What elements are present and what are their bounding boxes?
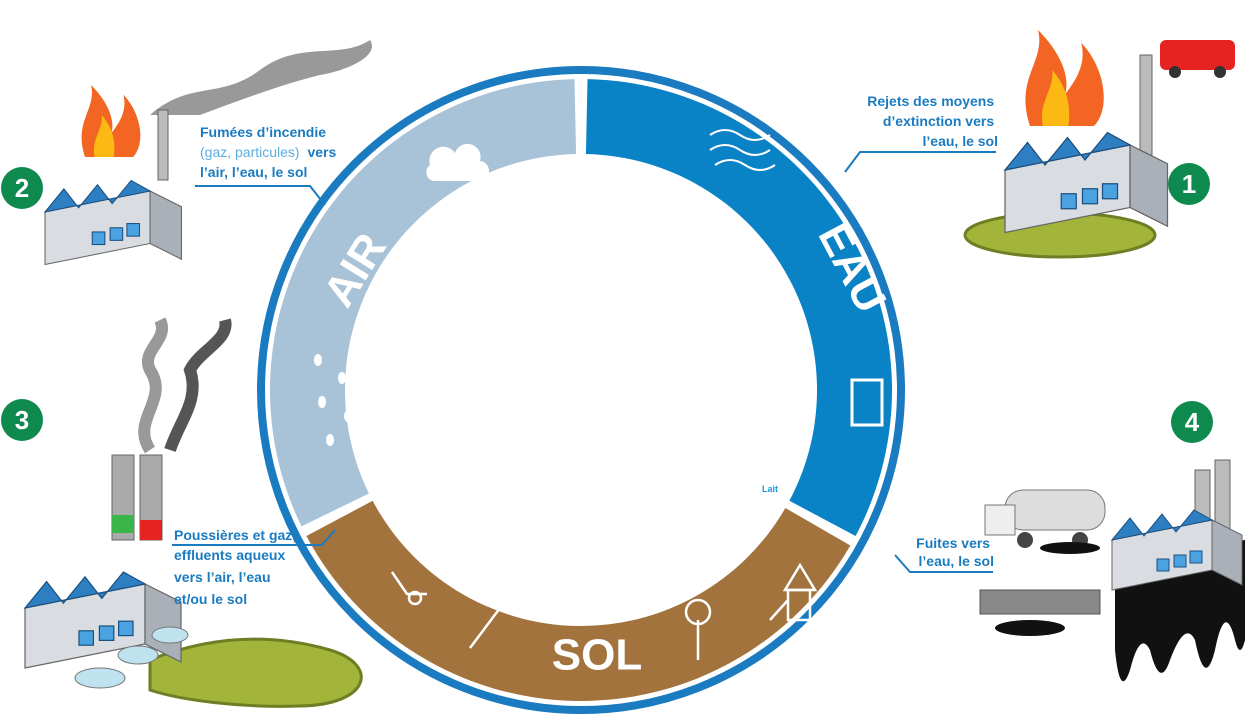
milk-label: Lait bbox=[762, 484, 778, 494]
caption-line: (gaz, particules) bbox=[200, 144, 300, 160]
caption-line: l’air, l’eau, le sol bbox=[200, 164, 307, 180]
step-number: 3 bbox=[15, 405, 29, 435]
caption-4: Fuites vers l’eau, le sol bbox=[916, 535, 994, 569]
ring bbox=[261, 70, 901, 710]
caption-line: Rejets des moyens bbox=[867, 93, 994, 109]
infographic: AIR EAU SOL Lait bbox=[0, 0, 1250, 716]
caption-line: vers bbox=[307, 144, 336, 160]
ring-part bbox=[261, 70, 901, 710]
caption-line: l’eau, le sol bbox=[919, 553, 994, 569]
caption-line: et/ou le sol bbox=[174, 591, 247, 607]
caption-line: Fuites vers bbox=[916, 535, 990, 551]
caption-3: Poussières et gaz, effluents aqueux vers… bbox=[174, 527, 300, 607]
caption-2: Fumées d’incendie (gaz, particules) vers… bbox=[200, 124, 340, 180]
caption-line: l’eau, le sol bbox=[923, 133, 998, 149]
step-number: 4 bbox=[1185, 407, 1200, 437]
caption-1: Rejets des moyens d’extinction vers l’ea… bbox=[867, 93, 998, 149]
caption-line: effluents aqueux bbox=[174, 547, 285, 563]
step-number: 1 bbox=[1182, 169, 1196, 199]
step-number: 2 bbox=[15, 173, 29, 203]
caption-line: Fumées d’incendie bbox=[200, 124, 326, 140]
caption-line: d’extinction vers bbox=[883, 113, 994, 129]
caption-line: vers l’air, l’eau bbox=[174, 569, 271, 585]
caption-line: Poussières et gaz, bbox=[174, 527, 296, 543]
ring-label-sol: SOL bbox=[552, 631, 642, 680]
